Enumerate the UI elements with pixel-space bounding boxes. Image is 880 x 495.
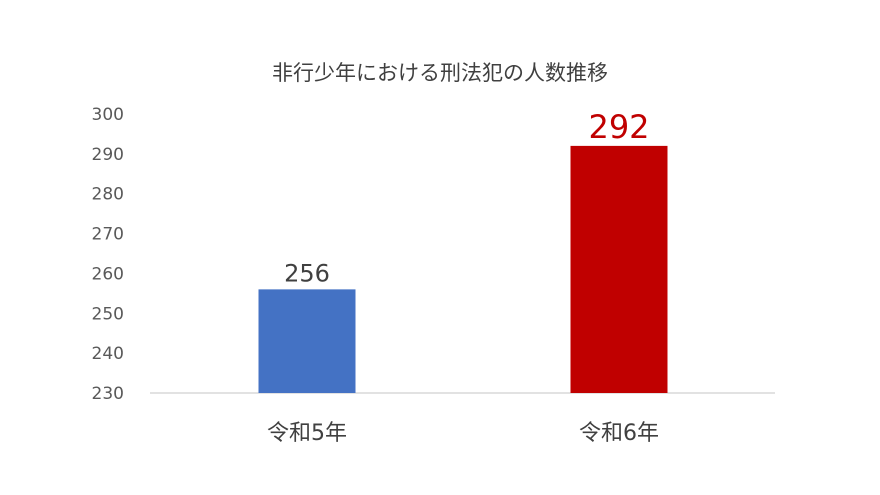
y-tick-label: 230 — [92, 384, 124, 404]
y-tick-label: 260 — [92, 264, 124, 284]
y-tick-label: 250 — [92, 304, 124, 324]
data-label: 292 — [588, 108, 649, 146]
y-axis: 230 240 250 260 270 280 290 300 — [92, 105, 124, 404]
y-tick-label: 290 — [92, 145, 124, 165]
y-tick-label: 270 — [92, 225, 124, 245]
bar — [570, 145, 668, 393]
x-tick-label: 令和5年 — [267, 421, 347, 446]
bars: 256 令和5年 292 令和6年 — [258, 108, 668, 446]
y-tick-label: 280 — [92, 185, 124, 205]
bar — [258, 289, 356, 393]
data-label: 256 — [284, 259, 330, 287]
y-tick-label: 300 — [92, 105, 124, 125]
y-tick-label: 240 — [92, 344, 124, 364]
chart-title: 非行少年における刑法犯の人数推移 — [272, 61, 608, 85]
x-tick-label: 令和6年 — [579, 421, 659, 446]
